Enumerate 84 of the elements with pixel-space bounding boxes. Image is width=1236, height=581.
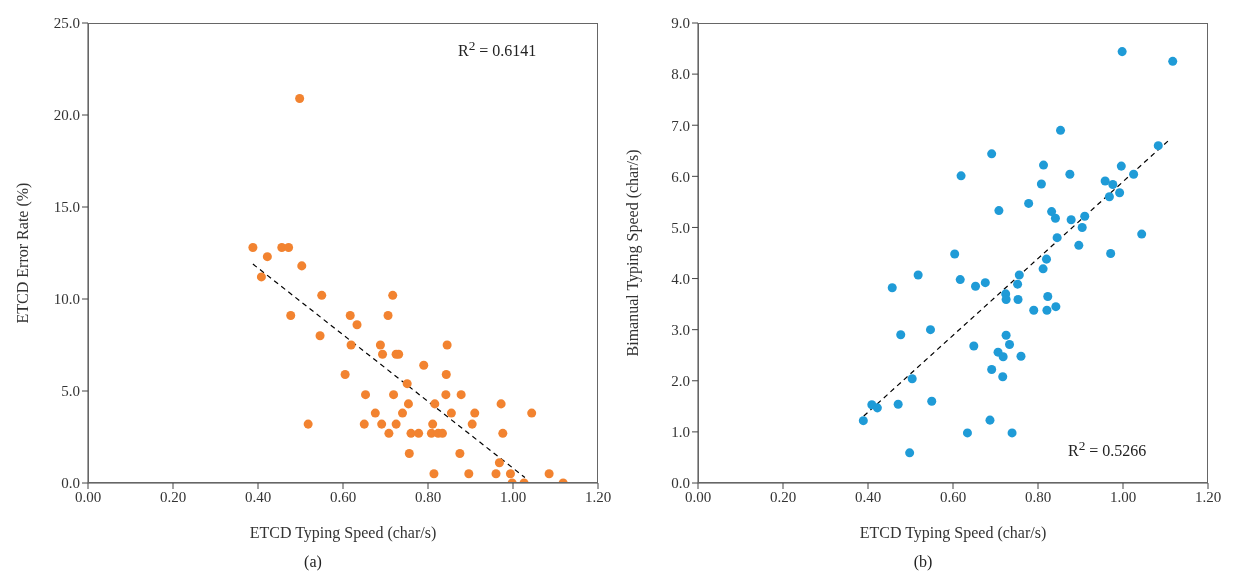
point [377,419,387,429]
point [429,469,439,479]
y-tick-label: 2.0 [671,373,690,390]
annotation: R$^{2}$ = 0.6141 [458,38,537,61]
x-tick-label: 0.60 [329,488,357,505]
point [470,408,480,418]
y-tick-label: 7.0 [671,117,690,134]
x-tick-label: 1.00 [499,488,527,505]
y-tick-label: 10.0 [53,291,80,308]
point [442,340,452,350]
point [295,93,305,103]
point [248,242,258,252]
y-tick-label: 1.0 [671,424,690,441]
y-tick-label: 5.0 [61,383,80,400]
point [303,419,313,429]
point [391,419,401,429]
point [378,349,388,359]
y-tick-label: 3.0 [671,321,690,338]
point [441,369,451,379]
point [383,311,393,321]
point [317,290,327,300]
point [256,272,266,282]
x-tick-label: 1.20 [584,488,612,505]
point [494,458,504,468]
point [419,360,429,370]
point [496,399,506,409]
point [340,369,350,379]
point [345,311,355,321]
point [286,311,296,321]
point [262,252,272,262]
y-tick-label: 6.0 [671,168,690,185]
annotation: R$^{2}$ = 0.5266 [1068,438,1147,461]
x-tick-label: 1.00 [1109,488,1137,505]
point [441,390,451,400]
point [402,379,412,389]
y-axis-title: Bimanual Typing Speed (char/s) [623,149,642,357]
point [446,408,456,418]
point [397,408,408,418]
point [403,399,413,409]
x-axis-title: ETCD Typing Speed (char/s) [859,524,1047,542]
text: (a) [303,553,323,571]
point [527,408,537,418]
x-tick-label: 0.20 [769,488,797,505]
x-tick-label: 0.80 [414,488,442,505]
y-tick-label: 15.0 [53,199,80,216]
x-tick-label: 0.40 [244,488,272,505]
point [455,449,465,459]
y-tick-label: 8.0 [671,66,690,83]
y-tick-label: 25.0 [53,15,80,32]
point [544,469,554,479]
point [389,390,399,400]
point [359,419,369,429]
point [297,261,307,271]
point [498,428,508,438]
text: (b) [912,553,934,571]
y-axis-title: ETCD Error Rate (%) [13,182,32,324]
y-tick-label: 20.0 [53,107,80,124]
point [430,399,440,409]
point [414,428,424,438]
x-axis-title: ETCD Typing Speed (char/s) [249,524,437,542]
x-tick-label: 0.40 [854,488,882,505]
point [428,419,438,429]
point [352,320,362,330]
point [384,428,394,438]
y-tick-label: 4.0 [671,270,690,287]
point [464,469,474,479]
x-tick-label: 0.80 [1024,488,1052,505]
point [370,408,380,418]
point [388,290,398,300]
point [375,340,385,350]
point [456,390,466,400]
point [505,469,515,479]
point [491,469,501,479]
y-tick-label: 5.0 [671,219,690,236]
point [315,331,325,341]
point [404,449,414,459]
y-tick-label: 9.0 [671,15,690,32]
x-tick-label: 0.20 [159,488,187,505]
point [467,419,477,429]
point [361,390,371,400]
x-tick-label: 1.20 [1194,488,1222,505]
x-tick-label: 0.60 [939,488,967,505]
point [346,340,356,350]
point [284,242,294,252]
